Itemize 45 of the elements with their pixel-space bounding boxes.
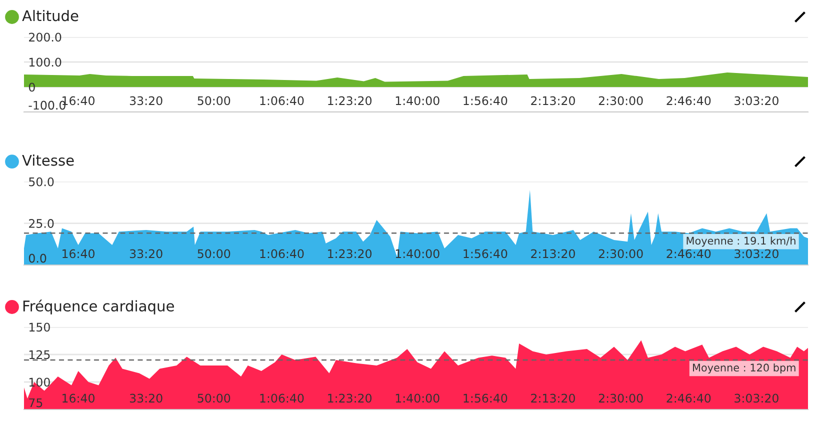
x-tick-label: 1:23:20 (328, 96, 372, 106)
x-tick-label: 33:20 (130, 394, 162, 403)
x-tick-label: 33:20 (130, 96, 162, 106)
y-tick-label: 25.0 (29, 219, 54, 228)
x-tick-label: 3:03:20 (734, 249, 778, 258)
x-tick-label: 1:23:20 (328, 394, 372, 403)
x-tick-label: 2:46:40 (666, 96, 711, 106)
ref-line-label: Moyenne : 19.1 km/h (686, 236, 796, 247)
y-tick-label: 200.0 (29, 32, 62, 42)
chart-title: Altitude (22, 10, 78, 22)
x-tick-label: 1:23:20 (328, 249, 372, 258)
x-tick-label: 50:00 (198, 394, 230, 403)
x-tick-label: 2:46:40 (666, 394, 711, 403)
x-tick-label: 50:00 (198, 249, 230, 258)
x-tick-label: 1:56:40 (464, 249, 508, 258)
x-tick-label: 2:30:00 (598, 249, 643, 258)
x-tick-label: 2:13:20 (531, 249, 575, 258)
chart-title: Vitesse (22, 154, 74, 166)
y-tick-label: 125 (29, 350, 50, 360)
x-tick-label: 1:56:40 (464, 394, 508, 403)
x-tick-label: 16:40 (62, 249, 94, 258)
y-tick-label: 50.0 (29, 177, 54, 186)
ref-line-label: Moyenne : 120 bpm (693, 363, 796, 374)
x-tick-label: 1:06:40 (260, 96, 304, 106)
x-tick-label: 2:13:20 (531, 96, 575, 106)
x-tick-label: 1:06:40 (260, 394, 304, 403)
x-tick-label: 2:30:00 (598, 394, 643, 403)
x-tick-label: 1:06:40 (260, 249, 304, 258)
y-tick-label: 100.0 (29, 58, 62, 67)
x-tick-label: 1:40:00 (396, 96, 440, 106)
chart-title: Fréquence cardiaque (23, 300, 174, 314)
x-tick-label: 50:00 (198, 96, 230, 106)
x-tick-label: 2:46:40 (666, 249, 711, 258)
y-tick-label: 75 (29, 398, 42, 408)
x-tick-label: 1:56:40 (464, 96, 508, 106)
x-tick-label: 3:03:20 (734, 394, 778, 403)
x-tick-label: 33:20 (130, 249, 162, 258)
x-tick-label: 1:40:00 (396, 394, 440, 403)
y-tick-label: 100 (29, 378, 50, 387)
y-tick-label: 150 (29, 322, 50, 332)
x-tick-label: 16:40 (62, 394, 94, 403)
y-tick-label: 0.0 (28, 254, 46, 263)
x-tick-label: 3:03:20 (734, 96, 778, 106)
x-tick-label: 2:13:20 (531, 394, 575, 403)
x-tick-label: 2:30:00 (598, 96, 643, 106)
